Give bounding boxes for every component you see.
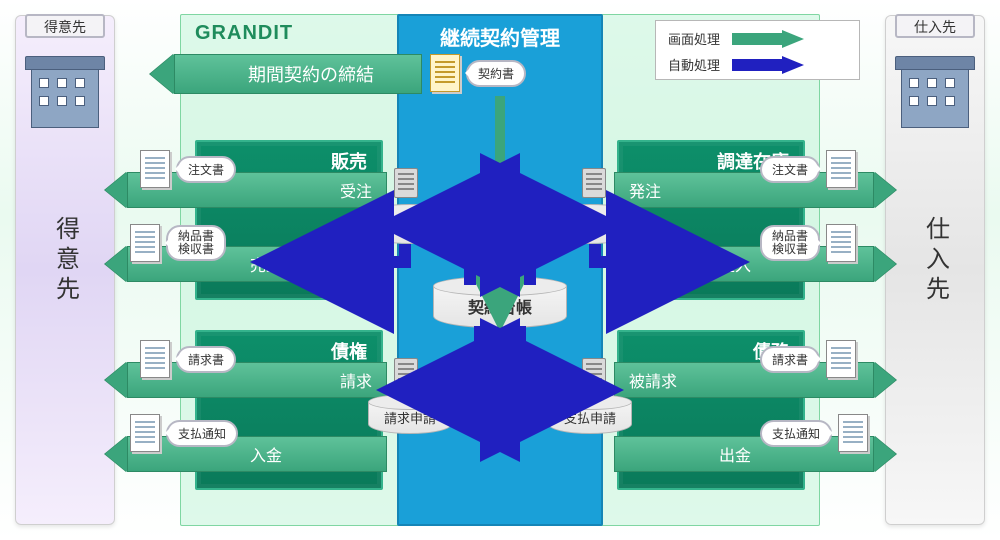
document-icon	[130, 224, 160, 262]
legend-auto-label: 自動処理	[668, 55, 720, 74]
document-icon	[140, 150, 170, 188]
contract-bubble: 契約書	[466, 60, 526, 87]
building-icon	[901, 56, 969, 128]
server-icon	[582, 358, 606, 393]
continuous-contract-title: 継続契約管理	[397, 22, 603, 51]
server-icon	[582, 168, 606, 203]
cyl-pay-req: 支払申請	[548, 394, 632, 434]
doc-invoice-left: 請求書	[140, 340, 236, 378]
doc-delivery-left: 納品書 検収書	[130, 224, 226, 262]
legend-box: 画面処理 自動処理	[655, 20, 860, 80]
ledger-cyl: 契約台帳	[433, 276, 567, 328]
cyl-order-in: 受注	[368, 204, 452, 244]
building-icon	[31, 56, 99, 128]
document-icon	[430, 54, 460, 92]
supplier-badge: 仕入先	[895, 14, 975, 38]
doc-order-right: 注文書	[760, 150, 856, 188]
cyl-order-out: 発注	[548, 204, 632, 244]
doc-order-left: 注文書	[140, 150, 236, 188]
document-icon	[130, 414, 160, 452]
document-icon	[140, 340, 170, 378]
contract-doc: 契約書	[430, 54, 526, 92]
doc-invoice-right: 請求書	[760, 340, 856, 378]
customer-badge: 得意先	[25, 14, 105, 38]
doc-paynotice-right: 支払通知	[760, 414, 868, 452]
module-sales-title: 販売	[331, 148, 367, 174]
customer-label: 得意先	[48, 216, 83, 306]
server-icon	[394, 358, 418, 393]
document-icon	[838, 414, 868, 452]
customer-column: 得意先 得意先	[15, 15, 115, 525]
doc-delivery-right: 納品書 検収書	[760, 224, 856, 262]
doc-paynotice-left: 支払通知	[130, 414, 238, 452]
contract-banner-arrow: 期間契約の締結	[150, 56, 422, 92]
supplier-label: 仕入先	[918, 216, 953, 306]
cyl-bill-req: 請求申請	[368, 394, 452, 434]
module-receivable-title: 債権	[331, 338, 367, 364]
document-icon	[826, 224, 856, 262]
server-icon	[394, 168, 418, 203]
document-icon	[826, 340, 856, 378]
legend-screen-label: 画面処理	[668, 29, 720, 48]
supplier-column: 仕入先 仕入先	[885, 15, 985, 525]
document-icon	[826, 150, 856, 188]
grandit-title: GRANDIT	[195, 22, 293, 45]
diagram-canvas: 得意先 得意先 仕入先 仕入先 GRANDIT 継続契約管理 画面処理 自動処理	[0, 0, 1000, 540]
